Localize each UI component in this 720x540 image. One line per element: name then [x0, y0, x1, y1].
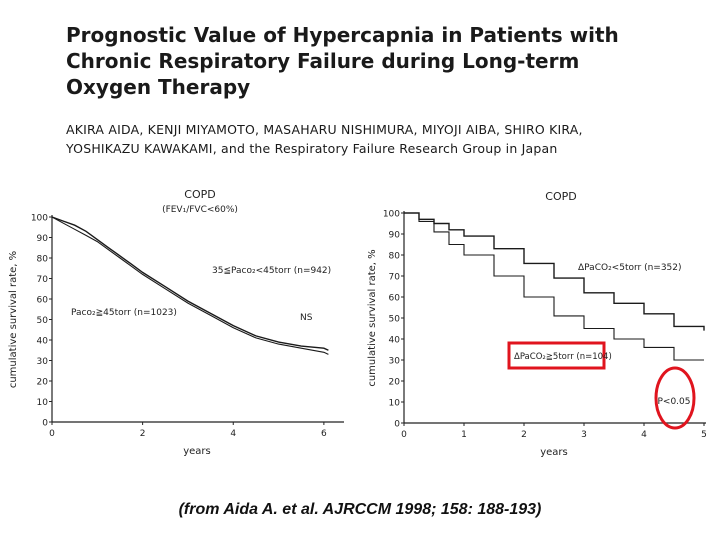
y-tick-label: 50 [389, 315, 401, 325]
series-label-delta-high: ΔPaCO₂≧5torr (n=104) [514, 352, 612, 362]
author-line-2: YOSHIKAZU KAWAKAMI, and the Respiratory … [66, 141, 558, 156]
survival-curve-2 [404, 212, 704, 361]
x-tick-label: 2 [140, 429, 146, 439]
title-line-1: Prognostic Value of Hypercapnia in Patie… [66, 23, 619, 47]
y-tick-label: 90 [37, 234, 49, 244]
x-axis-label: years [540, 447, 568, 458]
y-tick-label: 100 [31, 214, 48, 224]
x-tick-label: 4 [230, 429, 236, 439]
y-tick-label: 20 [389, 378, 401, 388]
y-axis-label: cumulative survival rate, % [8, 251, 19, 388]
survival-chart-delta-paco2: 0 10 20 30 40 50 60 70 80 90 100 0 1 2 3 4 5 years cumulat… [367, 190, 707, 458]
title-line-2: Chronic Respiratory Failure during Long-… [66, 49, 580, 73]
annotation-ns: NS [300, 313, 313, 323]
y-tick-label: 70 [389, 273, 401, 283]
x-tick-label: 3 [581, 430, 587, 440]
y-axis-label: cumulative survival rate, % [367, 249, 378, 386]
chart-title: COPD [545, 190, 576, 203]
y-tick-label: 80 [389, 252, 401, 262]
series-label-normocapnia: 35≦Paco₂<45torr (n=942) [212, 266, 331, 276]
paper-title: Prognostic Value of Hypercapnia in Patie… [66, 22, 706, 100]
survival-chart-paco2: 0 10 20 30 40 50 60 70 80 90 100 0 2 4 6 years cumulativ… [8, 188, 344, 457]
y-tick-label: 50 [37, 316, 49, 326]
x-tick-label: 2 [521, 430, 527, 440]
x-tick-label: 5 [701, 430, 707, 440]
y-tick-label: 60 [389, 294, 401, 304]
chart-title: COPD [184, 188, 215, 201]
y-tick-label: 30 [389, 357, 401, 367]
y-tick-label: 80 [37, 255, 49, 265]
highlight-box [507, 341, 606, 370]
author-list: AKIRA AIDA, KENJI MIYAMOTO, MASAHARU NIS… [66, 120, 706, 158]
survival-curve-2 [51, 216, 329, 355]
x-tick-label: 1 [461, 430, 467, 440]
annotation-p-value: P<0.05 [657, 397, 690, 407]
citation: (from Aida A. et al. AJRCCM 1998; 158: 1… [178, 501, 542, 518]
y-tick-label: 0 [42, 419, 48, 429]
y-tick-label: 90 [389, 231, 401, 241]
y-tick-label: 100 [383, 210, 400, 220]
y-tick-label: 20 [37, 378, 49, 388]
highlight-circle [654, 366, 696, 430]
y-tick-label: 10 [37, 398, 49, 408]
series-label-delta-low: ΔPaCO₂<5torr (n=352) [578, 263, 682, 273]
x-tick-label: 0 [401, 430, 407, 440]
y-tick-label: 0 [394, 420, 400, 430]
series-label-hypercapnia: Paco₂≧45torr (n=1023) [71, 308, 177, 318]
x-tick-label: 4 [641, 430, 647, 440]
y-tick-label: 10 [389, 399, 401, 409]
chart-subtitle: (FEV₁/FVC<60%) [162, 205, 238, 215]
x-axis-label: years [183, 446, 211, 457]
author-line-1: AKIRA AIDA, KENJI MIYAMOTO, MASAHARU NIS… [66, 122, 583, 137]
y-tick-label: 40 [389, 336, 401, 346]
y-tick-label: 70 [37, 275, 49, 285]
x-tick-label: 6 [321, 429, 327, 439]
survival-curve-1 [51, 216, 329, 351]
x-tick-label: 0 [49, 429, 55, 439]
y-tick-label: 40 [37, 337, 49, 347]
title-line-3: Oxygen Therapy [66, 75, 251, 99]
y-tick-label: 30 [37, 357, 49, 367]
y-tick-label: 60 [37, 296, 49, 306]
